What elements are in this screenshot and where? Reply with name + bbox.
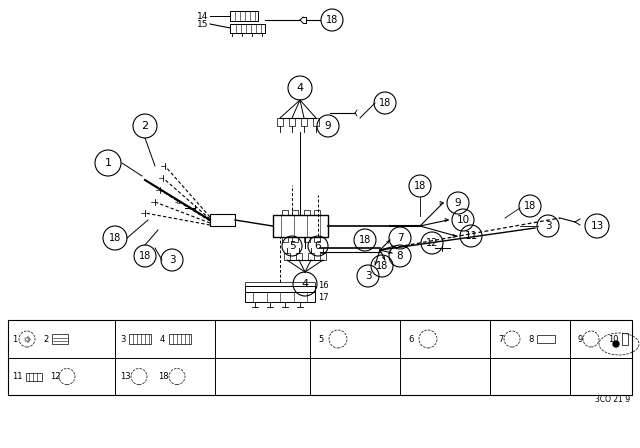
Bar — [289, 118, 295, 126]
Text: 1: 1 — [12, 335, 17, 344]
Text: 11: 11 — [465, 231, 477, 241]
Bar — [230, 24, 265, 33]
Bar — [284, 253, 290, 260]
Bar — [245, 282, 315, 286]
Text: -o: -o — [175, 199, 182, 205]
Text: 7: 7 — [498, 335, 504, 344]
Bar — [169, 334, 191, 344]
Bar — [230, 11, 258, 21]
Bar — [301, 118, 307, 126]
Text: 5: 5 — [289, 241, 295, 251]
Text: 3CO 21 9: 3CO 21 9 — [595, 395, 630, 404]
Text: 9: 9 — [578, 335, 583, 344]
Text: 12: 12 — [426, 238, 438, 248]
Bar — [292, 237, 298, 242]
Bar — [537, 335, 555, 343]
Text: 16: 16 — [318, 281, 328, 290]
Bar — [296, 253, 302, 260]
Bar — [308, 253, 314, 260]
Text: 4: 4 — [296, 83, 303, 93]
Text: 14: 14 — [196, 12, 208, 21]
Bar — [129, 334, 151, 344]
Text: 10: 10 — [608, 335, 618, 344]
Text: 3: 3 — [545, 221, 551, 231]
Text: 6: 6 — [408, 335, 413, 344]
Text: 7: 7 — [397, 233, 403, 243]
Bar — [320, 253, 326, 260]
Text: 18: 18 — [376, 261, 388, 271]
Text: 18: 18 — [326, 15, 338, 25]
Text: 13: 13 — [120, 372, 131, 381]
Text: 2: 2 — [141, 121, 148, 131]
Text: 13: 13 — [590, 221, 604, 231]
Text: 1: 1 — [104, 158, 111, 168]
Text: 5: 5 — [318, 335, 323, 344]
Text: 4: 4 — [160, 335, 165, 344]
Bar — [52, 334, 68, 344]
Bar — [304, 237, 310, 242]
Text: 9: 9 — [324, 121, 332, 131]
Text: 3: 3 — [365, 271, 371, 281]
Bar — [304, 210, 310, 215]
Bar — [277, 118, 283, 126]
Bar — [314, 210, 320, 215]
Bar — [292, 210, 298, 215]
Text: 18: 18 — [109, 233, 121, 243]
Bar — [245, 292, 315, 302]
Text: 17: 17 — [318, 293, 328, 302]
Text: 12: 12 — [50, 372, 61, 381]
Text: 18: 18 — [379, 98, 391, 108]
Bar — [622, 333, 628, 345]
Bar — [210, 214, 235, 226]
Text: 18: 18 — [524, 201, 536, 211]
Text: 18: 18 — [139, 251, 151, 261]
Bar — [26, 372, 42, 380]
Bar — [282, 237, 288, 242]
Text: 3: 3 — [120, 335, 125, 344]
Text: 18: 18 — [359, 235, 371, 245]
Text: 6: 6 — [315, 241, 321, 251]
Text: 8: 8 — [528, 335, 533, 344]
Text: 15: 15 — [196, 20, 208, 29]
Bar — [314, 237, 320, 242]
Circle shape — [613, 341, 619, 347]
Text: 8: 8 — [397, 251, 403, 261]
Bar — [313, 118, 319, 126]
Bar — [273, 215, 328, 237]
Text: 10: 10 — [456, 215, 470, 225]
Text: 3: 3 — [169, 255, 175, 265]
Text: 2: 2 — [43, 335, 48, 344]
Text: 4: 4 — [301, 279, 308, 289]
Text: 9: 9 — [454, 198, 461, 208]
Text: 18: 18 — [414, 181, 426, 191]
Text: 18: 18 — [158, 372, 168, 381]
Bar — [282, 210, 288, 215]
Bar — [245, 286, 315, 292]
Bar — [8, 320, 632, 395]
Text: 11: 11 — [12, 372, 22, 381]
